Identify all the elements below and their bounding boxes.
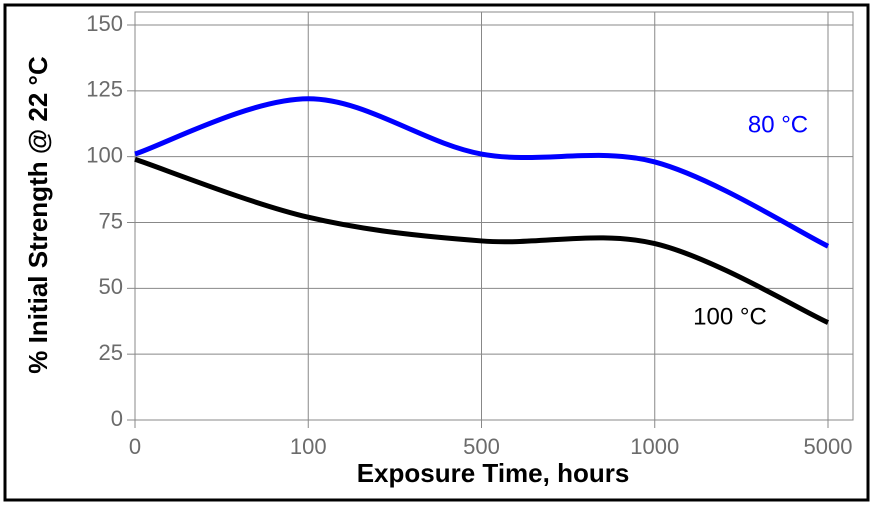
x-tick-label: 5000 [804, 434, 853, 459]
y-tick-label: 100 [86, 142, 123, 167]
series-line [134, 96, 830, 249]
x-tick-label: 100 [290, 434, 327, 459]
y-tick-label: 25 [99, 340, 123, 365]
series-label: 100 °C [693, 303, 767, 330]
y-tick-label: 0 [111, 406, 123, 431]
x-tick-label: 500 [463, 434, 500, 459]
y-axis-label: % Initial Strength @ 22 °C [23, 56, 53, 374]
y-tick-label: 50 [99, 274, 123, 299]
series-line [134, 156, 830, 325]
plot-area [134, 11, 854, 421]
series-label: 80 °C [748, 111, 808, 138]
x-axis-label: Exposure Time, hours [357, 458, 630, 488]
y-tick-label: 125 [86, 77, 123, 102]
frame [3, 3, 870, 502]
y-tick-label: 75 [99, 208, 123, 233]
x-tick-label: 0 [129, 434, 141, 459]
y-tick-label: 150 [86, 11, 123, 36]
x-tick-label: 1000 [630, 434, 679, 459]
